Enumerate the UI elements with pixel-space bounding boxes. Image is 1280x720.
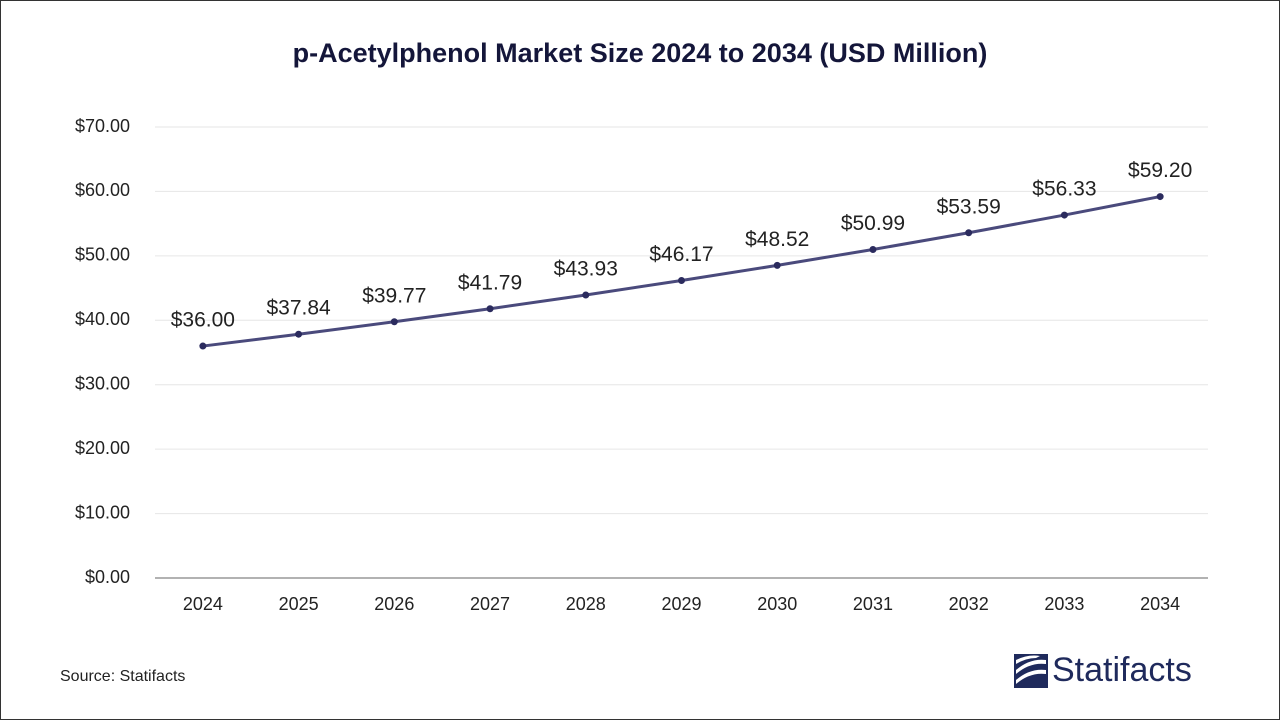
y-tick-label: $60.00 bbox=[75, 180, 130, 200]
value-label: $56.33 bbox=[1032, 178, 1096, 201]
value-label: $37.84 bbox=[266, 297, 331, 320]
chart-title: p-Acetylphenol Market Size 2024 to 2034 … bbox=[293, 38, 988, 68]
x-tick-label: 2028 bbox=[566, 594, 606, 614]
x-tick-label: 2025 bbox=[279, 594, 319, 614]
x-tick-label: 2027 bbox=[470, 594, 510, 614]
value-label: $41.79 bbox=[458, 271, 522, 294]
point bbox=[390, 318, 398, 326]
point bbox=[1060, 211, 1068, 219]
x-tick-label: 2033 bbox=[1044, 594, 1084, 614]
y-tick-label: $20.00 bbox=[75, 438, 130, 458]
y-tick-label: $70.00 bbox=[75, 116, 130, 136]
x-tick-label: 2032 bbox=[949, 594, 989, 614]
value-label: $46.17 bbox=[649, 243, 713, 266]
x-tick-label: 2026 bbox=[374, 594, 414, 614]
brand: Statifacts bbox=[1052, 651, 1192, 689]
point bbox=[678, 277, 685, 285]
x-tick-label: 2034 bbox=[1140, 594, 1180, 614]
value-label: $50.99 bbox=[841, 212, 905, 235]
y-tick-label: $10.00 bbox=[75, 502, 130, 522]
value-label: $59.20 bbox=[1128, 159, 1192, 182]
point bbox=[582, 291, 590, 299]
point bbox=[869, 245, 877, 253]
value-label: $48.52 bbox=[745, 228, 809, 251]
logo-icon bbox=[1014, 654, 1048, 688]
point bbox=[486, 305, 494, 313]
value-label: $39.77 bbox=[362, 284, 426, 307]
y-tick-label: $0.00 bbox=[85, 567, 130, 587]
x-tick-label: 2029 bbox=[661, 594, 701, 614]
value-label: $43.93 bbox=[554, 258, 618, 281]
point bbox=[199, 342, 207, 350]
point bbox=[295, 330, 303, 338]
point bbox=[773, 261, 781, 269]
value-label: $53.59 bbox=[937, 195, 1001, 218]
source: Source: Statifacts bbox=[60, 668, 185, 685]
point bbox=[965, 229, 973, 237]
y-tick-label: $30.00 bbox=[75, 373, 130, 393]
x-tick-label: 2030 bbox=[757, 594, 797, 614]
y-tick-label: $40.00 bbox=[75, 309, 130, 329]
y-tick-label: $50.00 bbox=[75, 245, 130, 265]
point bbox=[1156, 193, 1164, 201]
x-tick-label: 2031 bbox=[853, 594, 893, 614]
x-tick-label: 2024 bbox=[183, 594, 223, 614]
value-label: $36.00 bbox=[171, 309, 235, 332]
